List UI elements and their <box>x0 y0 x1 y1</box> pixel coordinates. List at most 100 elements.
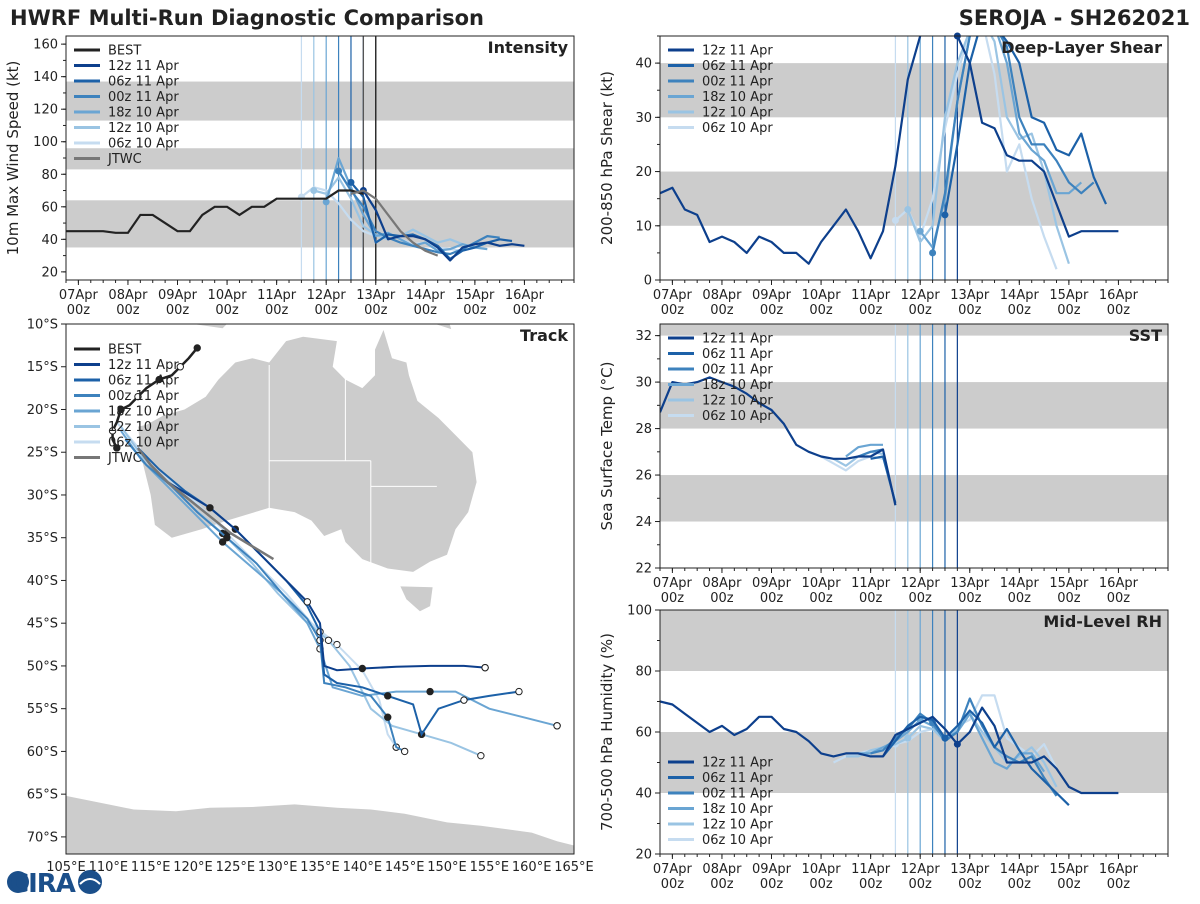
intensity-init-marker-4 <box>310 187 318 195</box>
intensity-ytick-label: 80 <box>41 168 58 183</box>
shear-xtick-label: 10Apr <box>802 288 842 303</box>
logo-text: CIRA <box>10 869 76 899</box>
track-legend-label: 12z 11 Apr <box>108 358 179 373</box>
rh-xtick-label: 00z <box>1008 877 1032 892</box>
tasmania-landmass <box>400 586 433 612</box>
sst-xtick-label: 00z <box>1107 591 1131 606</box>
intensity-legend-label: 12z 10 Apr <box>108 121 179 136</box>
sst-series-06z-10-apr <box>820 455 884 472</box>
shear-xtick-label: 00z <box>909 303 933 318</box>
track-xtick-label: 120°E <box>173 860 213 875</box>
intensity-series-12z-11-apr <box>362 189 525 262</box>
track-legend-label: 06z 11 Apr <box>108 374 179 389</box>
shear-xtick-label: 00z <box>760 303 784 318</box>
intensity-band-1 <box>66 148 574 170</box>
intensity-xtick-label: 00z <box>513 303 537 318</box>
track-legend-label: 12z 10 Apr <box>108 420 179 435</box>
intensity-xtick-label: 00z <box>414 303 438 318</box>
track-frame <box>65 323 575 855</box>
intensity-band-2 <box>66 81 574 121</box>
shear-init-marker-5 <box>891 216 899 224</box>
track-00z-11-apr <box>124 438 406 753</box>
intensity-panel: 2040608010012014016007Apr00z08Apr00z09Ap… <box>4 35 575 318</box>
track-legend-label: 06z 10 Apr <box>108 436 179 451</box>
intensity-init-marker-2 <box>335 167 343 175</box>
sst-xtick-label: 00z <box>859 591 883 606</box>
intensity-xtick-label: 00z <box>67 303 91 318</box>
intensity-legend-label: BEST <box>108 44 141 59</box>
rh-legend-label: 00z 11 Apr <box>702 787 773 802</box>
shear-series-06z-11-apr <box>943 36 1108 216</box>
sst-frame <box>659 323 1169 569</box>
track-ytick-label: 25°S <box>27 446 58 461</box>
intensity-xtick-label: 00z <box>463 303 487 318</box>
intensity-init-marker-1 <box>347 178 355 186</box>
storm-id: SEROJA - SH262021 <box>959 6 1190 30</box>
intensity-xtick-label: 15Apr <box>455 288 495 303</box>
shear-xtick-label: 00z <box>1008 303 1032 318</box>
intensity-xtick-label: 12Apr <box>307 288 347 303</box>
sst-panel: 22242628303207Apr00z08Apr00z09Apr00z10Ap… <box>598 323 1169 606</box>
rh-xtick-label: 00z <box>859 877 883 892</box>
intensity-legend-label: 06z 11 Apr <box>108 75 179 90</box>
shear-title: Deep-Layer Shear <box>1001 38 1162 57</box>
rh-xtick-label: 00z <box>809 877 833 892</box>
rh-ytick-label: 80 <box>635 665 652 680</box>
rh-ylabel: 700-500 hPa Humidity (%) <box>598 633 616 831</box>
shear-ytick-label: 40 <box>635 57 652 72</box>
shear-xtick-label: 00z <box>1057 303 1081 318</box>
track-end-marker <box>515 687 523 696</box>
rh-legend-label: 12z 11 Apr <box>702 756 773 771</box>
shear-init-marker-3 <box>916 227 924 235</box>
shear-xtick-label: 00z <box>710 303 734 318</box>
rh-xtick-label: 13Apr <box>950 862 990 877</box>
best-track-marker <box>117 405 125 414</box>
australia-landmass <box>138 330 477 572</box>
shear-xtick-label: 12Apr <box>901 288 941 303</box>
sst-band-1 <box>660 382 1168 429</box>
cira-logo: CIRA <box>7 869 102 899</box>
shear-xtick-label: 13Apr <box>950 288 990 303</box>
track-marker <box>206 504 214 512</box>
shear-xtick-label: 00z <box>809 303 833 318</box>
rh-ytick-label: 40 <box>635 787 652 802</box>
rh-legend-label: 06z 10 Apr <box>702 833 773 848</box>
shear-init-marker-4 <box>904 206 912 214</box>
sst-xtick-label: 07Apr <box>653 576 693 591</box>
antarctica-landmass <box>66 795 574 854</box>
jtwc-track <box>136 447 275 561</box>
intensity-xtick-label: 14Apr <box>406 288 446 303</box>
sst-legend-label: 12z 11 Apr <box>702 332 773 347</box>
track-marker <box>358 664 367 673</box>
track-xtick-label: 150°E <box>427 860 467 875</box>
shear-ytick-label: 30 <box>635 111 652 126</box>
rh-xtick-label: 00z <box>661 877 685 892</box>
shear-xtick-label: 11Apr <box>851 288 891 303</box>
track-ytick-label: 50°S <box>27 659 58 674</box>
sst-ytick-label: 32 <box>635 329 652 344</box>
rh-xtick-label: 09Apr <box>752 862 792 877</box>
shear-series-00z-11-apr <box>931 36 1095 254</box>
sst-band-0 <box>660 475 1168 522</box>
intensity-xtick-label: 07Apr <box>59 288 99 303</box>
shear-legend-label: 06z 11 Apr <box>702 59 773 74</box>
sst-ylabel: Sea Surface Temp (°C) <box>598 361 616 530</box>
shear-legend-label: 06z 10 Apr <box>702 121 773 136</box>
rh-init-marker-4 <box>904 734 912 742</box>
figure-title: HWRF Multi-Run Diagnostic Comparison <box>10 6 484 30</box>
rh-ytick-label: 20 <box>635 848 652 863</box>
track-xtick-label: 110°E <box>89 860 129 875</box>
track-marker <box>218 538 227 546</box>
track-marker <box>324 636 333 644</box>
shear-xtick-label: 07Apr <box>653 288 693 303</box>
intensity-legend-label: 12z 11 Apr <box>108 59 179 74</box>
intensity-band-0 <box>66 200 574 248</box>
sst-band-2 <box>660 324 1168 336</box>
sst-ytick-label: 26 <box>635 469 652 484</box>
track-ytick-label: 70°S <box>27 830 58 845</box>
track-marker <box>384 713 392 721</box>
shear-frame <box>659 35 1169 281</box>
shear-ytick-label: 10 <box>635 219 652 234</box>
rh-xtick-label: 00z <box>760 877 784 892</box>
sst-xtick-label: 08Apr <box>702 576 742 591</box>
